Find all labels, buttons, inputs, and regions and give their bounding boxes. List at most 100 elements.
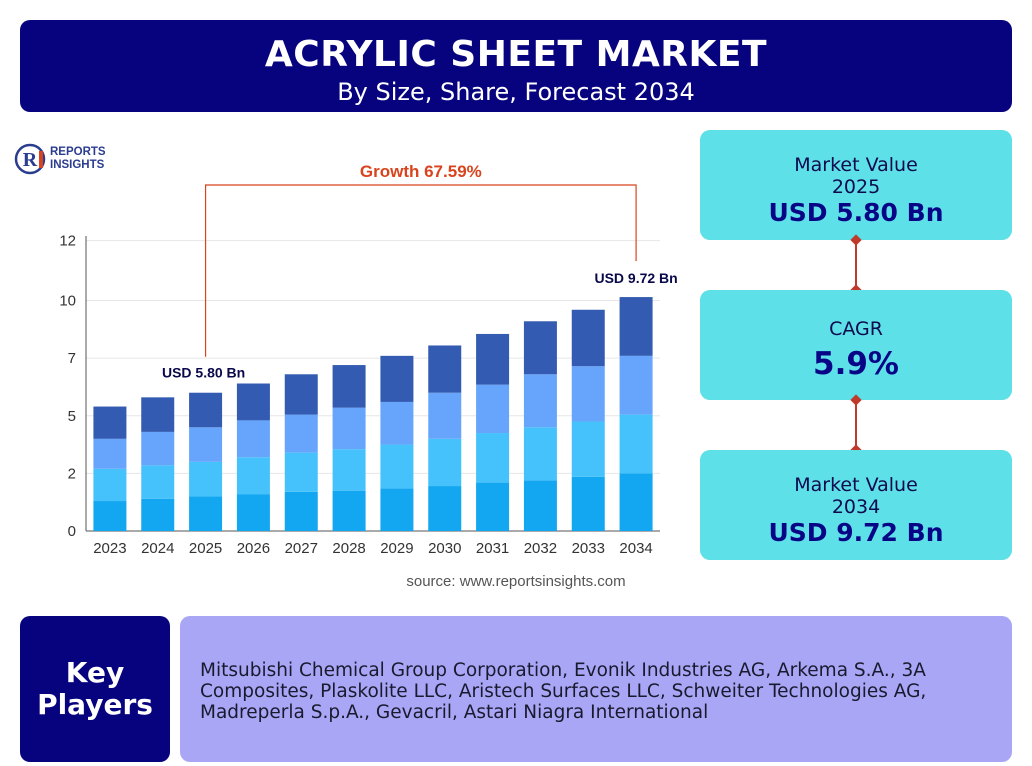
card-value: USD 5.80 Bn <box>768 198 944 227</box>
chart-gridlines <box>86 240 660 474</box>
y-tick-label: 12 <box>59 233 76 250</box>
bar-segment <box>141 465 175 499</box>
bar-segment <box>523 427 557 481</box>
bar-segment <box>476 384 510 434</box>
bar-segment <box>236 457 270 495</box>
bar-segment <box>476 333 510 385</box>
logo-line2: INSIGHTS <box>50 159 105 171</box>
page-subtitle: By Size, Share, Forecast 2034 <box>337 78 695 106</box>
y-tick-label: 10 <box>59 293 76 310</box>
growth-label: Growth 67.59% <box>360 162 482 181</box>
bar-segment <box>428 438 462 487</box>
bar-segment <box>332 407 366 450</box>
market-value-2034-card: Market Value 2034 USD 9.72 Bn <box>700 450 1012 560</box>
page-title: ACRYLIC SHEET MARKET <box>264 34 768 75</box>
cagr-label: CAGR <box>829 318 883 340</box>
bar-segment <box>141 431 175 466</box>
x-tick-label: 2033 <box>572 540 605 557</box>
y-tick-label: 2 <box>68 465 76 482</box>
card-year: 2025 <box>831 176 881 198</box>
growth-bracket-line <box>204 184 637 357</box>
bar-segment <box>428 345 462 393</box>
bar-segment <box>93 501 127 531</box>
x-tick-label: 2031 <box>476 540 509 557</box>
cagr-card: CAGR 5.9% <box>700 290 1012 400</box>
key-players-line2: Players <box>37 688 153 721</box>
bar-segment <box>428 486 462 531</box>
bar-segment <box>236 383 270 421</box>
bar-segment <box>619 473 653 531</box>
y-axis-ticks: 0 2 5 7 10 12 <box>59 233 76 540</box>
bar-segment <box>284 414 318 453</box>
bar-segment <box>93 406 127 439</box>
bar-segment <box>141 498 175 531</box>
card-label: Market Value <box>794 154 918 176</box>
card-connector <box>855 400 857 450</box>
bar-segment <box>571 476 605 531</box>
start-value-label: USD 5.80 Bn <box>162 365 245 381</box>
bar-segment <box>284 452 318 492</box>
key-players-line1: Key <box>65 656 125 689</box>
bar-segment <box>619 297 653 356</box>
card-year: 2034 <box>831 496 881 518</box>
logo-mark-icon: R <box>14 143 46 175</box>
bar-segment <box>332 449 366 491</box>
bar-segment <box>189 496 223 531</box>
bar-segment <box>523 480 557 531</box>
title-banner: ACRYLIC SHEET MARKET By Size, Share, For… <box>20 20 1012 112</box>
bar-segment <box>93 468 127 502</box>
bar-segment <box>571 366 605 422</box>
bar-segment <box>236 494 270 531</box>
reports-insights-logo: R REPORTS INSIGHTS <box>14 143 124 177</box>
bar-segment <box>189 461 223 497</box>
y-tick-label: 7 <box>68 350 76 367</box>
bar-segment <box>619 355 653 415</box>
x-tick-label: 2030 <box>428 540 461 557</box>
bar-segment <box>380 355 414 402</box>
bar-segment <box>189 392 223 428</box>
card-label: Market Value <box>794 474 918 496</box>
bar-segment <box>189 427 223 462</box>
x-tick-label: 2032 <box>524 540 557 557</box>
x-tick-label: 2024 <box>141 540 174 557</box>
bar-segment <box>476 433 510 483</box>
bar-segment <box>284 491 318 531</box>
bar-segment <box>332 365 366 408</box>
bar-segment <box>284 374 318 415</box>
logo-line1: REPORTS <box>50 146 106 158</box>
x-tick-label: 2023 <box>93 540 126 557</box>
bar-segment <box>571 421 605 477</box>
bar-segment <box>619 414 653 474</box>
bar-segment <box>380 444 414 489</box>
bar-segment <box>523 374 557 428</box>
bar-segment <box>571 309 605 367</box>
bar-segment <box>332 490 366 531</box>
cagr-value: 5.9% <box>813 346 899 382</box>
bar-segment <box>380 488 414 531</box>
source-note: source: www.reportsinsights.com <box>406 573 625 590</box>
x-tick-label: 2025 <box>189 540 222 557</box>
x-axis-ticks: 2023 2024 2025 2026 2027 2028 2029 2030 2031 2032… <box>93 540 653 557</box>
x-tick-label: 2034 <box>619 540 652 557</box>
x-tick-label: 2026 <box>237 540 270 557</box>
key-players-label: Key Players <box>20 616 170 762</box>
bar-segment <box>141 397 175 432</box>
x-tick-label: 2028 <box>332 540 365 557</box>
bar-segment <box>93 438 127 469</box>
bar-segment <box>428 392 462 439</box>
x-tick-label: 2029 <box>380 540 413 557</box>
y-tick-label: 5 <box>68 408 76 425</box>
card-connector <box>855 240 857 290</box>
svg-text:R: R <box>23 149 38 171</box>
bar-segment <box>236 420 270 458</box>
x-tick-label: 2027 <box>285 540 318 557</box>
end-value-label: USD 9.72 Bn <box>594 270 677 286</box>
card-value: USD 9.72 Bn <box>768 518 944 547</box>
market-value-2025-card: Market Value 2025 USD 5.80 Bn <box>700 130 1012 240</box>
key-players-list: Mitsubishi Chemical Group Corporation, E… <box>180 616 1012 762</box>
bar-segment <box>380 401 414 445</box>
y-tick-label: 0 <box>68 523 76 540</box>
bar-segment <box>523 321 557 375</box>
stacked-bar-chart: 0 2 5 7 10 12 2023 2024 2025 2026 2027 2028 2029 203… <box>59 162 677 590</box>
bar-segment <box>476 482 510 531</box>
